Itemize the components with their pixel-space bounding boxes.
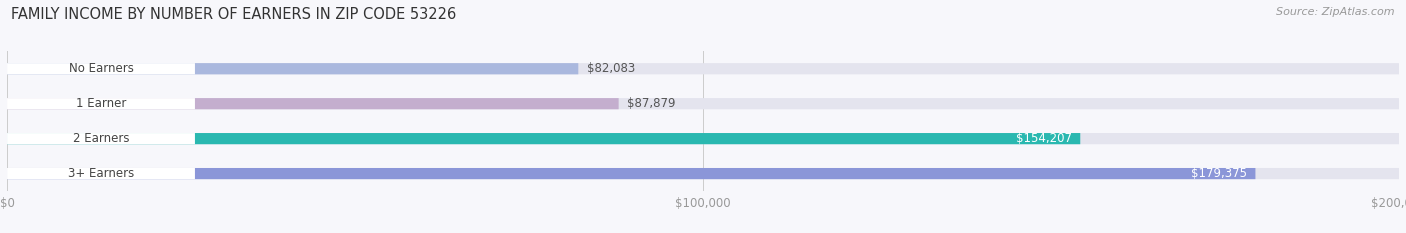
- FancyBboxPatch shape: [7, 98, 619, 109]
- FancyBboxPatch shape: [7, 133, 195, 144]
- FancyBboxPatch shape: [7, 63, 578, 74]
- FancyBboxPatch shape: [7, 133, 1080, 144]
- Text: No Earners: No Earners: [69, 62, 134, 75]
- Text: 1 Earner: 1 Earner: [76, 97, 127, 110]
- Text: 2 Earners: 2 Earners: [73, 132, 129, 145]
- Text: $154,207: $154,207: [1017, 132, 1071, 145]
- FancyBboxPatch shape: [7, 63, 195, 74]
- FancyBboxPatch shape: [7, 98, 195, 109]
- FancyBboxPatch shape: [7, 168, 1256, 179]
- FancyBboxPatch shape: [7, 63, 1399, 74]
- Text: Source: ZipAtlas.com: Source: ZipAtlas.com: [1277, 7, 1395, 17]
- Text: $87,879: $87,879: [627, 97, 675, 110]
- FancyBboxPatch shape: [7, 98, 1399, 109]
- Text: FAMILY INCOME BY NUMBER OF EARNERS IN ZIP CODE 53226: FAMILY INCOME BY NUMBER OF EARNERS IN ZI…: [11, 7, 457, 22]
- Text: 3+ Earners: 3+ Earners: [67, 167, 134, 180]
- Text: $82,083: $82,083: [586, 62, 636, 75]
- FancyBboxPatch shape: [7, 168, 1399, 179]
- FancyBboxPatch shape: [7, 168, 195, 179]
- FancyBboxPatch shape: [7, 133, 1399, 144]
- Text: $179,375: $179,375: [1191, 167, 1247, 180]
